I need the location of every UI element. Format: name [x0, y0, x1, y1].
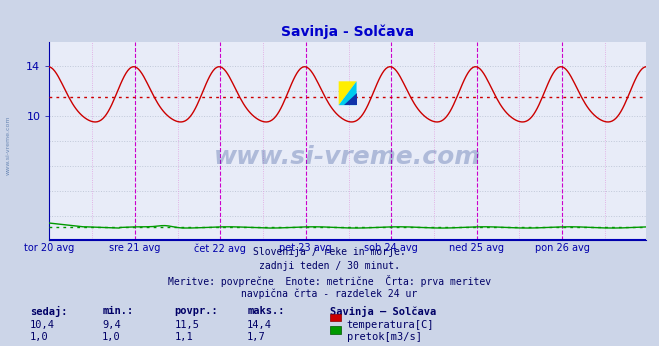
Text: povpr.:: povpr.: — [175, 306, 218, 316]
Text: navpična črta - razdelek 24 ur: navpična črta - razdelek 24 ur — [241, 289, 418, 299]
Polygon shape — [344, 93, 357, 105]
Text: maks.:: maks.: — [247, 306, 285, 316]
Text: 1,7: 1,7 — [247, 332, 266, 342]
Text: sedaj:: sedaj: — [30, 306, 67, 317]
Polygon shape — [339, 81, 357, 105]
Text: zadnji teden / 30 minut.: zadnji teden / 30 minut. — [259, 261, 400, 271]
Text: 14,4: 14,4 — [247, 320, 272, 330]
Text: www.si-vreme.com: www.si-vreme.com — [214, 145, 481, 169]
Text: 9,4: 9,4 — [102, 320, 121, 330]
Text: pretok[m3/s]: pretok[m3/s] — [347, 332, 422, 342]
Text: 1,0: 1,0 — [30, 332, 48, 342]
Polygon shape — [339, 81, 357, 105]
Text: Meritve: povprečne  Enote: metrične  Črta: prva meritev: Meritve: povprečne Enote: metrične Črta:… — [168, 275, 491, 287]
Text: www.si-vreme.com: www.si-vreme.com — [5, 116, 11, 175]
Text: 1,1: 1,1 — [175, 332, 193, 342]
Text: temperatura[C]: temperatura[C] — [347, 320, 434, 330]
Text: 11,5: 11,5 — [175, 320, 200, 330]
Text: 10,4: 10,4 — [30, 320, 55, 330]
Text: Savinja – Solčava: Savinja – Solčava — [330, 306, 436, 317]
Title: Savinja - Solčava: Savinja - Solčava — [281, 25, 415, 39]
Text: 1,0: 1,0 — [102, 332, 121, 342]
Text: min.:: min.: — [102, 306, 133, 316]
Text: Slovenija / reke in morje.: Slovenija / reke in morje. — [253, 247, 406, 257]
